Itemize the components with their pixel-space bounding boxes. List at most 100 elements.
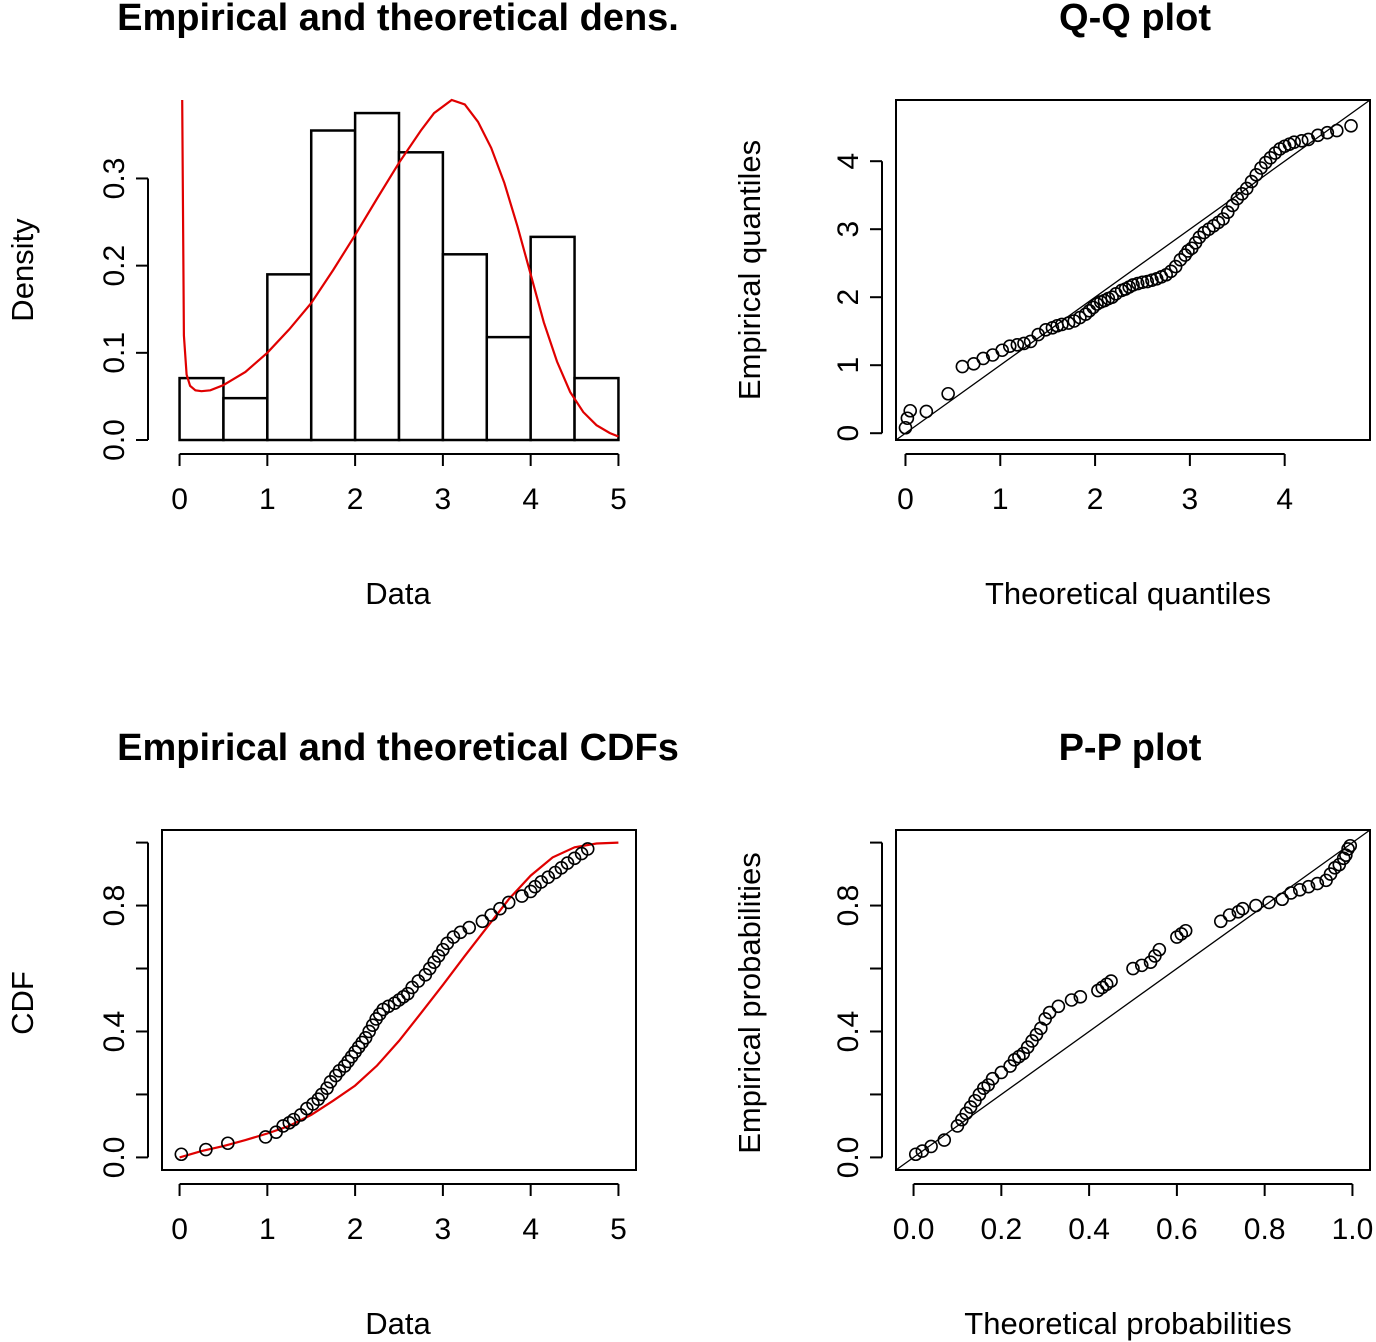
histogram-bar: [397, 151, 445, 442]
qq-plot-box: [895, 99, 1371, 441]
cdf-y-tick-label: 0.4: [98, 1011, 131, 1053]
cdf-x-tick-label: 0: [171, 1213, 188, 1246]
qq-point: [1330, 123, 1344, 138]
empirical-cdf-point: [501, 895, 516, 910]
qq-point: [955, 359, 970, 374]
qq-panel: Q-Q plot Theoretical quantiles Empirical…: [732, 0, 1371, 611]
theoretical-density-curve: [181, 98, 619, 438]
qq-point: [1031, 327, 1045, 342]
qq-x-tick-label: 1: [992, 483, 1009, 516]
cdf-title: Empirical and theoretical CDFs: [117, 727, 679, 769]
qq-y-tick-label: 2: [832, 289, 865, 306]
qq-point: [1168, 259, 1183, 274]
qq-point: [1216, 212, 1230, 226]
qq-point: [903, 403, 918, 418]
pp-x-tick-label: 0.8: [1244, 1213, 1286, 1246]
qq-point: [1320, 125, 1335, 140]
qq-point: [1164, 264, 1178, 279]
histogram-bar: [529, 235, 576, 442]
histogram-bar: [266, 273, 313, 442]
pp-x-tick-label: 0.6: [1156, 1213, 1198, 1246]
qq-point: [1244, 174, 1259, 189]
qq-x-tick-label: 3: [1182, 483, 1199, 516]
pp-title: P-P plot: [1059, 727, 1202, 769]
qq-point: [976, 351, 991, 366]
qq-x-tick-label: 0: [897, 483, 914, 516]
qq-point: [1294, 134, 1309, 148]
qq-reference-line: [895, 99, 1371, 441]
density-y-tick-label: 0.0: [98, 419, 131, 461]
empirical-cdf-point: [541, 870, 556, 885]
empirical-cdf-point: [567, 851, 582, 866]
pp-point: [1292, 883, 1307, 897]
qq-y-tick-label: 0: [832, 425, 865, 442]
cdf-x-tick-label: 3: [435, 1213, 452, 1246]
qq-point: [1010, 337, 1025, 352]
pp-point: [1249, 898, 1263, 913]
cdf-x-tick-label: 2: [347, 1213, 364, 1246]
pp-point: [1064, 993, 1079, 1007]
pp-point: [1275, 892, 1290, 907]
qq-point: [1344, 119, 1358, 133]
qq-y-tick-label: 3: [832, 221, 865, 238]
pp-point: [1301, 879, 1316, 894]
pp-point: [924, 1139, 938, 1154]
density-x-tick-label: 0: [171, 483, 188, 516]
qq-point: [898, 420, 913, 435]
pp-y-tick-label: 0.0: [832, 1137, 865, 1179]
cdf-x-tick-label: 5: [610, 1213, 627, 1246]
empirical-cdf-point: [199, 1142, 213, 1157]
qq-point: [1078, 307, 1093, 322]
cdf-y-axis-label: CDF: [5, 971, 40, 1035]
qq-point: [919, 404, 934, 419]
pp-x-tick-label: 0.2: [980, 1213, 1022, 1246]
qq-point: [1230, 191, 1245, 206]
qq-y-axis-label: Empirical quantiles: [732, 140, 767, 400]
pp-point: [1343, 838, 1358, 853]
pp-x-tick-label: 0.4: [1068, 1213, 1110, 1246]
empirical-cdf-point: [221, 1136, 235, 1151]
empirical-cdf-point: [534, 875, 549, 889]
qq-point: [1192, 230, 1207, 245]
qq-point: [1023, 334, 1038, 349]
empirical-cdf-point: [580, 842, 595, 856]
qq-point: [1002, 339, 1017, 353]
density-y-tick-label: 0.3: [98, 158, 131, 200]
pp-point: [985, 1071, 1000, 1086]
pp-point: [1341, 842, 1355, 856]
qq-point: [1017, 336, 1031, 351]
qq-point: [1311, 128, 1325, 143]
pp-point: [1134, 958, 1149, 973]
pp-point: [1213, 914, 1228, 929]
density-y-tick-label: 0.1: [98, 332, 131, 374]
pp-point: [1310, 876, 1325, 891]
pp-x-axis-label: Theoretical probabilities: [964, 1306, 1291, 1341]
pp-point: [1051, 999, 1066, 1014]
density-y-tick-label: 0.2: [98, 245, 131, 287]
cdf-x-tick-label: 1: [259, 1213, 276, 1246]
empirical-cdf-point: [484, 908, 498, 922]
pp-point: [1235, 901, 1250, 916]
pp-point: [1262, 895, 1276, 910]
histogram-bar: [485, 335, 532, 442]
empirical-cdf-point: [462, 920, 477, 935]
empirical-cdf-point: [286, 1112, 301, 1127]
qq-x-tick-label: 2: [1087, 483, 1104, 516]
density-y-axis-label: Density: [5, 218, 40, 322]
pp-point: [1284, 886, 1298, 900]
density-panel: Empirical and theoretical dens. Data Den…: [5, 0, 679, 611]
qq-point: [995, 343, 1009, 358]
qq-point: [900, 411, 915, 426]
qq-point: [941, 386, 955, 401]
qq-point: [1221, 205, 1235, 219]
empirical-cdf-point: [560, 856, 575, 870]
cdf-plot-box: [161, 829, 637, 1171]
empirical-cdf-point: [523, 884, 538, 899]
qq-x-axis-label: Theoretical quantiles: [985, 576, 1271, 611]
density-x-tick-label: 5: [610, 483, 627, 516]
density-title: Empirical and theoretical dens.: [117, 0, 679, 39]
histogram-bar: [309, 129, 357, 442]
qq-y-tick-label: 1: [832, 357, 865, 374]
density-x-tick-label: 3: [435, 483, 452, 516]
pp-point: [1042, 1005, 1057, 1020]
